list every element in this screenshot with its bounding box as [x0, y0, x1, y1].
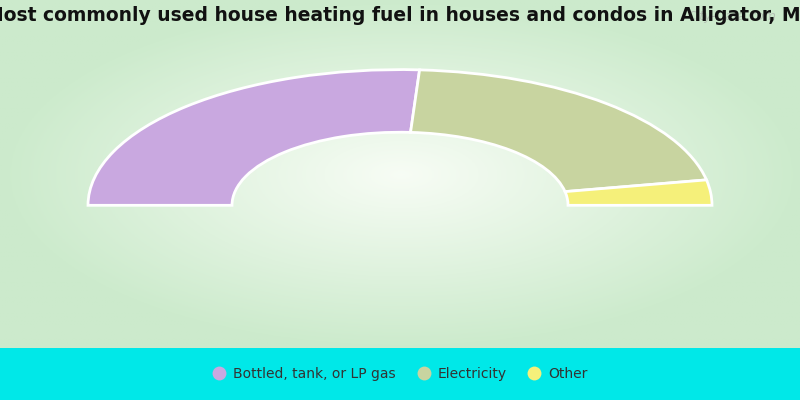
Legend: Bottled, tank, or LP gas, Electricity, Other: Bottled, tank, or LP gas, Electricity, O…	[206, 360, 594, 388]
Wedge shape	[88, 70, 419, 205]
Wedge shape	[410, 70, 706, 192]
Text: Most commonly used house heating fuel in houses and condos in Alligator, MS: Most commonly used house heating fuel in…	[0, 6, 800, 25]
Text: City-Data.com: City-Data.com	[687, 10, 776, 24]
Wedge shape	[565, 180, 712, 205]
